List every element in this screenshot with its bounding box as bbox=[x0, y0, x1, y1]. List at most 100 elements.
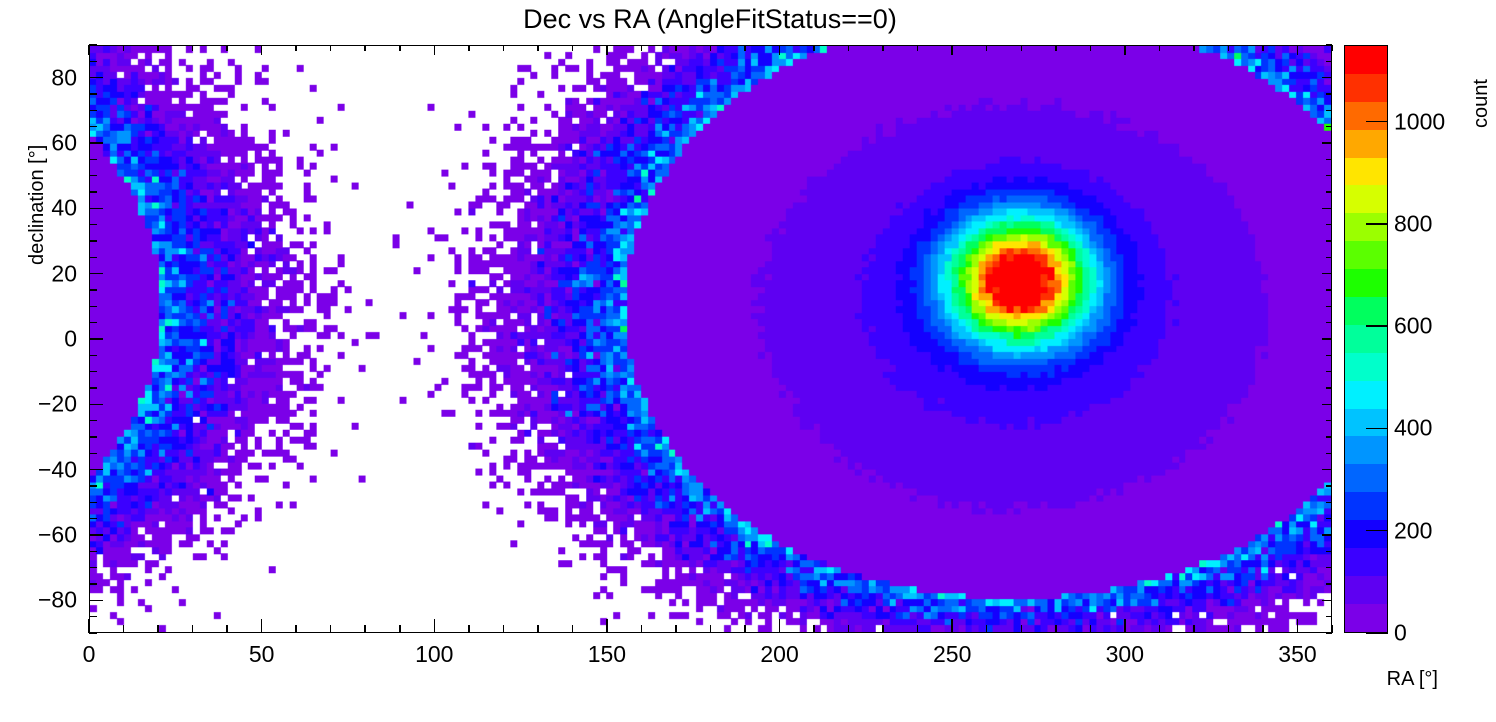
x-tick-label: 50 bbox=[248, 641, 275, 667]
x-tick-minor-top bbox=[226, 45, 228, 51]
y-tick-minor-right bbox=[1326, 517, 1332, 520]
colorbar-tick bbox=[1366, 632, 1388, 634]
x-tick-minor-top bbox=[468, 45, 470, 51]
y-tick-label: 20 bbox=[51, 260, 77, 287]
y-tick-major bbox=[89, 338, 103, 340]
colorbar-band bbox=[1345, 241, 1387, 270]
x-tick-major-top bbox=[951, 45, 953, 55]
y-tick-minor bbox=[89, 174, 97, 177]
colorbar-band bbox=[1345, 213, 1387, 242]
x-tick-major bbox=[951, 619, 953, 633]
x-tick-minor bbox=[399, 625, 401, 633]
x-tick-major bbox=[433, 619, 436, 633]
x-tick-major-top bbox=[433, 45, 436, 55]
x-tick-minor-top bbox=[1055, 45, 1057, 51]
colorbar-tick-label: 0 bbox=[1394, 619, 1407, 646]
x-tick-minor bbox=[675, 625, 677, 633]
y-tick-minor-right bbox=[1326, 305, 1332, 308]
x-tick-minor bbox=[537, 625, 539, 633]
y-tick-minor-right bbox=[1326, 436, 1332, 438]
y-tick-minor bbox=[89, 615, 97, 618]
y-tick-label: 60 bbox=[51, 129, 77, 156]
colorbar-band bbox=[1345, 436, 1387, 465]
y-tick-major bbox=[89, 272, 103, 275]
x-tick-minor bbox=[1193, 625, 1195, 633]
y-tick-label: 0 bbox=[64, 325, 77, 352]
y-tick-major-right bbox=[1322, 468, 1332, 471]
y-tick-minor bbox=[89, 223, 97, 226]
y-tick-label: 40 bbox=[51, 194, 77, 221]
y-tick-minor bbox=[89, 387, 97, 389]
colorbar-gradient bbox=[1344, 45, 1388, 633]
x-tick-minor-top bbox=[709, 45, 712, 51]
y-tick-label: 80 bbox=[51, 64, 77, 91]
colorbar-tick-label: 600 bbox=[1394, 312, 1433, 339]
y-tick-major bbox=[89, 76, 103, 79]
y-tick-minor-right bbox=[1326, 501, 1332, 504]
x-tick-minor bbox=[191, 625, 194, 633]
page-title: Dec vs RA (AngleFitStatus==0) bbox=[523, 4, 897, 34]
x-tick-major-top bbox=[778, 45, 781, 55]
y-tick-minor bbox=[89, 419, 97, 422]
colorbar-tick bbox=[1366, 427, 1388, 430]
colorbar-band bbox=[1345, 548, 1387, 576]
y-tick-minor bbox=[89, 550, 97, 553]
x-tick-label: 150 bbox=[587, 641, 627, 667]
y-tick-minor-right bbox=[1326, 485, 1332, 487]
x-tick-minor bbox=[985, 625, 988, 633]
y-tick-minor bbox=[89, 60, 97, 63]
y-tick-minor bbox=[89, 240, 97, 242]
x-tick-minor-top bbox=[1262, 45, 1264, 51]
y-tick-minor-right bbox=[1326, 289, 1332, 291]
y-tick-minor-right bbox=[1326, 615, 1332, 618]
y-tick-label: −20 bbox=[37, 390, 77, 417]
y-tick-minor-right bbox=[1326, 256, 1332, 259]
y-tick-minor bbox=[89, 452, 97, 455]
x-tick-minor bbox=[122, 625, 125, 633]
x-tick-minor-top bbox=[122, 45, 125, 51]
colorbar-tick bbox=[1366, 325, 1388, 327]
x-tick-minor bbox=[226, 625, 228, 633]
colorbar-band bbox=[1345, 185, 1387, 214]
x-tick-minor-top bbox=[191, 45, 194, 51]
x-tick-major bbox=[1296, 619, 1299, 633]
x-tick-minor bbox=[640, 625, 643, 633]
y-tick-minor bbox=[89, 436, 97, 438]
x-tick-minor-top bbox=[1089, 45, 1092, 51]
y-tick-minor-right bbox=[1326, 44, 1332, 46]
x-tick-label: 300 bbox=[1105, 641, 1145, 667]
x-tick-minor-top bbox=[364, 45, 366, 51]
y-tick-minor bbox=[89, 583, 97, 585]
y-tick-label: −80 bbox=[37, 586, 77, 613]
y-tick-minor bbox=[89, 632, 97, 634]
colorbar-band bbox=[1345, 575, 1387, 604]
x-tick-minor-top bbox=[1020, 45, 1022, 51]
colorbar-band bbox=[1345, 157, 1387, 186]
x-tick-minor-top bbox=[571, 45, 574, 51]
y-tick-minor bbox=[89, 501, 97, 504]
x-tick-minor-top bbox=[1158, 45, 1161, 51]
x-tick-label: 100 bbox=[415, 641, 454, 667]
colorbar-band bbox=[1345, 408, 1387, 437]
colorbar-band bbox=[1345, 324, 1387, 353]
colorbar-band bbox=[1345, 352, 1387, 381]
x-tick-minor bbox=[916, 625, 919, 633]
y-tick-minor bbox=[89, 305, 97, 308]
y-tick-major-right bbox=[1322, 403, 1332, 406]
colorbar-band bbox=[1345, 269, 1387, 298]
y-tick-minor-right bbox=[1326, 566, 1332, 569]
y-tick-major-right bbox=[1322, 599, 1332, 602]
colorbar-band bbox=[1345, 101, 1387, 130]
x-tick-minor-top bbox=[1193, 45, 1195, 51]
colorbar-band bbox=[1345, 520, 1387, 549]
x-tick-minor-top bbox=[813, 45, 815, 51]
y-tick-minor-right bbox=[1326, 321, 1332, 324]
x-tick-major bbox=[260, 619, 263, 633]
y-tick-minor bbox=[89, 321, 97, 324]
y-tick-minor bbox=[89, 125, 97, 128]
y-tick-minor-right bbox=[1326, 632, 1332, 634]
y-tick-label: −60 bbox=[37, 521, 77, 548]
x-tick-minor bbox=[1055, 625, 1057, 633]
colorbar-band bbox=[1345, 464, 1387, 493]
colorbar-band bbox=[1345, 603, 1387, 632]
